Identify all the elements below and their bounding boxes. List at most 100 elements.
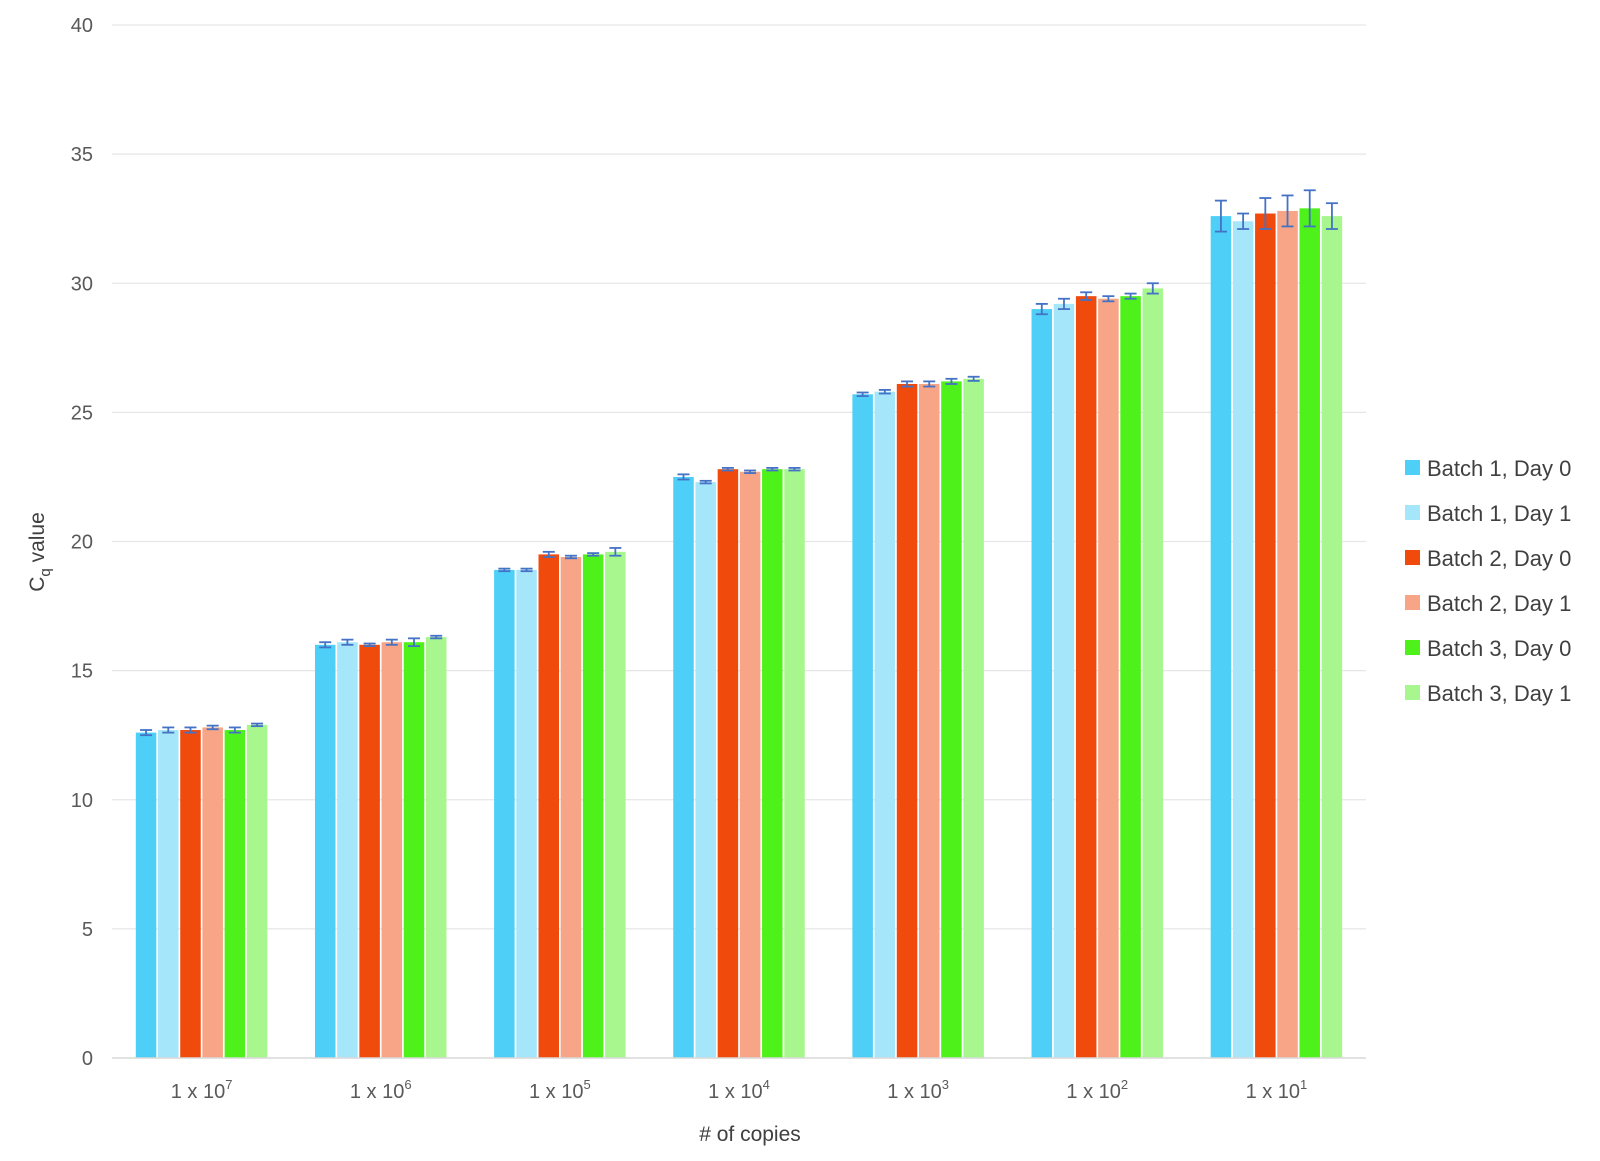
error-bar: [744, 469, 757, 474]
bar: [538, 554, 560, 1058]
bar: [918, 383, 940, 1058]
bar: [1321, 216, 1343, 1059]
bar: [1031, 309, 1053, 1058]
error-bar: [498, 567, 511, 573]
bar: [359, 644, 380, 1058]
error-bar: [1146, 282, 1159, 295]
bar: [337, 642, 358, 1058]
bar: [852, 394, 873, 1058]
x-tick-label: 1 x 104: [708, 1077, 770, 1103]
bar: [403, 642, 425, 1058]
legend-swatch: [1405, 595, 1420, 610]
bar: [896, 383, 918, 1058]
error-bar: [878, 389, 891, 395]
bar: [1053, 303, 1075, 1058]
error-bar: [699, 479, 712, 485]
bar: [224, 730, 246, 1058]
y-tick-label: 20: [71, 532, 93, 554]
y-axis-title-suffix: value: [26, 512, 49, 568]
error-bar: [1102, 295, 1115, 303]
bar: [1255, 213, 1276, 1058]
error-bar: [520, 567, 533, 573]
bar: [425, 637, 447, 1058]
bar: [673, 476, 694, 1058]
x-tick-label: 1 x 107: [171, 1077, 233, 1103]
bars: [135, 208, 1343, 1059]
bar: [717, 469, 739, 1058]
x-axis-title: # of copies: [699, 1123, 801, 1146]
error-bar: [162, 726, 175, 734]
error-bar: [228, 726, 241, 734]
error-bar: [341, 638, 354, 646]
bar: [314, 644, 336, 1058]
legend-item: Batch 1, Day 0: [1405, 456, 1571, 481]
error-bar: [609, 547, 622, 557]
legend-item: Batch 3, Day 0: [1405, 636, 1571, 661]
bar: [1120, 296, 1141, 1059]
bar: [874, 391, 896, 1059]
legend-swatch: [1405, 685, 1420, 700]
error-bar: [1035, 303, 1048, 316]
error-bar: [564, 554, 577, 560]
bar: [784, 469, 805, 1058]
x-axis: 1 x 107 1 x 106 1 x 105 1 x 104 1 x 103 1 x 1…: [112, 1057, 1366, 1103]
y-tick-label: 5: [82, 919, 93, 941]
x-tick-label: 1 x 102: [1066, 1077, 1128, 1103]
bar: [963, 378, 984, 1058]
y-axis-title-main: C: [26, 577, 49, 592]
bar: [1075, 296, 1097, 1059]
legend-swatch: [1405, 550, 1420, 565]
legend-label: Batch 1, Day 1: [1427, 501, 1571, 526]
legend-item: Batch 1, Day 1: [1405, 501, 1571, 526]
bar: [941, 381, 962, 1058]
bar: [1210, 216, 1232, 1059]
bar: [695, 482, 716, 1058]
y-tick-label: 35: [71, 144, 93, 166]
error-bar: [1303, 189, 1316, 228]
error-bar: [856, 391, 869, 398]
error-bar: [1057, 297, 1070, 310]
legend-swatch: [1405, 460, 1420, 475]
bar: [1232, 221, 1254, 1058]
bar: [135, 732, 157, 1058]
x-tick-label: 1 x 101: [1246, 1077, 1308, 1103]
error-bar: [788, 466, 801, 472]
bar: [1142, 288, 1164, 1058]
error-bar: [923, 380, 936, 388]
x-tick-label: 1 x 106: [350, 1077, 412, 1103]
bar: [1299, 208, 1320, 1059]
x-tick-label: 1 x 105: [529, 1077, 591, 1103]
error-bar: [1259, 197, 1272, 230]
error-bar: [1080, 291, 1093, 301]
bar: [202, 727, 223, 1058]
x-tick-label: 1 x 103: [887, 1077, 949, 1103]
error-bar: [677, 473, 690, 481]
legend-swatch: [1405, 505, 1420, 520]
legend-item: Batch 2, Day 1: [1405, 591, 1571, 616]
legend-item: Batch 2, Day 0: [1405, 546, 1571, 571]
y-tick-label: 30: [71, 273, 93, 295]
legend: Batch 1, Day 0 Batch 1, Day 1 Batch 2, Day…: [1405, 456, 1571, 706]
error-bar: [1325, 202, 1338, 230]
legend-label: Batch 3, Day 1: [1427, 681, 1571, 706]
error-bar: [206, 724, 219, 731]
bar: [582, 554, 604, 1058]
gridlines: [112, 24, 1366, 930]
y-tick-label: 40: [71, 15, 93, 37]
bar: [158, 730, 179, 1058]
error-bar: [1214, 199, 1227, 233]
bar: [739, 471, 761, 1059]
legend-label: Batch 2, Day 0: [1427, 546, 1571, 571]
bar: [762, 469, 783, 1058]
y-axis: 0 5 10 15 20 25 30 35 40: [71, 15, 93, 1070]
bar: [516, 569, 537, 1058]
y-axis-title-subscript: q: [37, 568, 54, 576]
error-bar: [408, 637, 421, 647]
error-bar: [967, 375, 980, 382]
error-bar: [1281, 194, 1294, 228]
error-bar: [430, 634, 443, 640]
bar: [1098, 298, 1119, 1058]
error-bar: [251, 722, 264, 728]
